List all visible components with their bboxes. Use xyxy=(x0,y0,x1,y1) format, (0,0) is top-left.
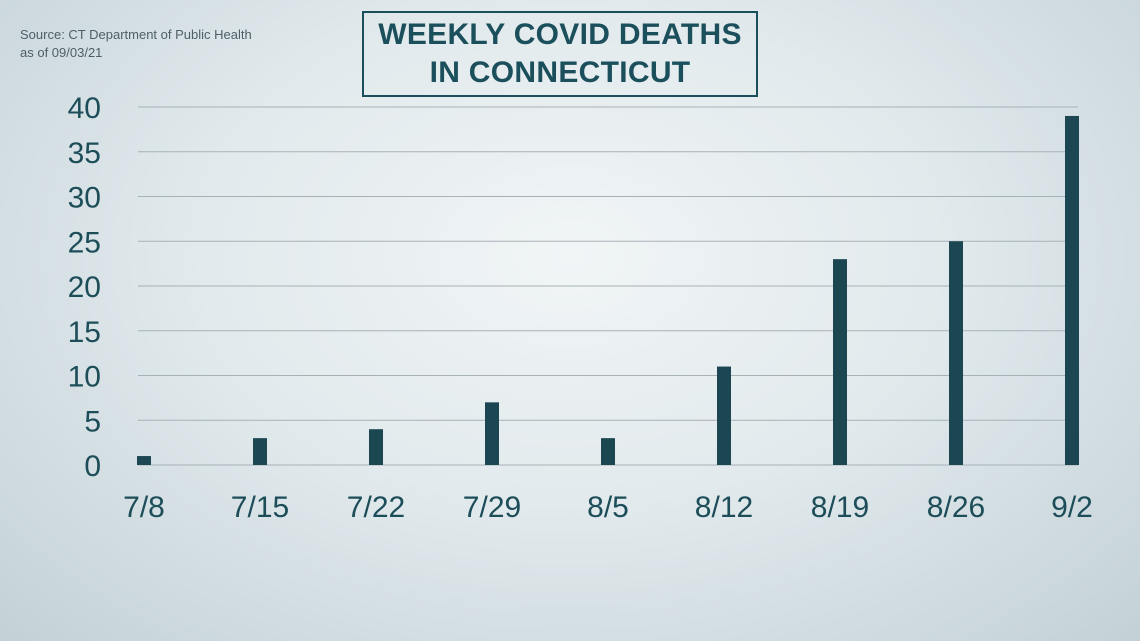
chart-title-line-1: WEEKLY COVID DEATHS xyxy=(378,18,742,51)
x-axis-ticks: 7/8 7/15 7/22 7/29 8/5 8/12 8/19 8/26 9/2 xyxy=(123,491,1093,524)
y-tick-label: 10 xyxy=(68,361,101,394)
y-tick-label: 15 xyxy=(68,316,101,349)
bar xyxy=(485,402,499,465)
bar xyxy=(369,429,383,465)
bar xyxy=(717,366,731,465)
gridlines xyxy=(138,106,1078,466)
source-note: Source: CT Department of Public Health a… xyxy=(20,26,252,62)
x-tick-label: 8/26 xyxy=(927,491,985,524)
y-tick-label: 5 xyxy=(84,405,101,438)
x-tick-label: 7/22 xyxy=(347,491,405,524)
bar xyxy=(1065,115,1079,465)
x-tick-label: 7/29 xyxy=(463,491,521,524)
chart-title-line-2: IN CONNECTICUT xyxy=(429,56,691,89)
y-tick-label: 25 xyxy=(68,226,101,259)
bar xyxy=(253,438,267,465)
y-tick-label: 0 xyxy=(84,450,101,483)
x-tick-label: 8/5 xyxy=(587,491,629,524)
bar xyxy=(601,438,615,465)
y-tick-label: 35 xyxy=(68,137,101,170)
y-tick-label: 30 xyxy=(68,182,101,215)
bar xyxy=(137,456,151,465)
x-tick-label: 7/15 xyxy=(231,491,289,524)
bar xyxy=(949,241,963,465)
x-tick-label: 9/2 xyxy=(1051,491,1093,524)
x-tick-label: 7/8 xyxy=(123,491,165,524)
x-tick-label: 8/12 xyxy=(695,491,753,524)
y-tick-label: 40 xyxy=(68,92,101,125)
x-tick-label: 8/19 xyxy=(811,491,869,524)
y-tick-label: 20 xyxy=(68,271,101,304)
source-line: Source: CT Department of Public Health xyxy=(20,27,252,42)
bars xyxy=(137,115,1079,465)
y-axis-ticks: 0 5 10 15 20 25 30 35 40 xyxy=(68,92,101,483)
chart-title: WEEKLY COVID DEATHS IN CONNECTICUT xyxy=(362,11,758,97)
as-of-date: as of 09/03/21 xyxy=(20,45,103,60)
bar xyxy=(833,259,847,465)
